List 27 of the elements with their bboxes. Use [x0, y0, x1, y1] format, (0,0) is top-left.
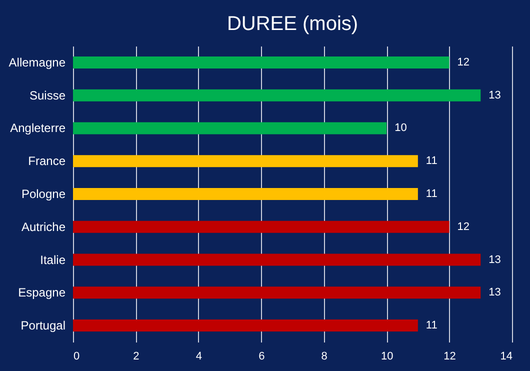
data-label: 11	[426, 188, 438, 200]
x-tick-label: 12	[444, 350, 456, 362]
x-tick-label: 4	[196, 350, 202, 362]
y-tick-label: Italie	[40, 252, 66, 267]
data-label: 12	[457, 56, 470, 68]
data-label: 13	[488, 89, 501, 102]
y-tick-label: Espagne	[18, 286, 66, 300]
data-label: 13	[488, 286, 501, 299]
data-label: 13	[488, 254, 501, 266]
y-tick-label: Angleterre	[10, 121, 66, 136]
x-tick-label: 6	[258, 350, 265, 362]
x-tick-label: 10	[380, 350, 394, 362]
data-label: 11	[426, 320, 438, 332]
y-tick-label: France	[28, 154, 66, 168]
x-tick-label: 14	[500, 350, 512, 362]
x-tick-label: 0	[74, 350, 80, 362]
data-label: 12	[457, 220, 470, 233]
y-tick-label: Allemagne	[8, 55, 66, 70]
y-tick-label: Pologne	[21, 187, 66, 201]
x-tick-label: 8	[321, 350, 328, 362]
y-tick-label: Portugal	[20, 318, 66, 333]
x-tick-label: 2	[133, 350, 140, 362]
data-label: 11	[426, 155, 438, 168]
y-tick-label: Autriche	[21, 220, 66, 234]
y-tick-label: Suisse	[29, 88, 66, 102]
chart-title: DUREE (mois)	[226, 13, 358, 35]
data-label: 10	[394, 122, 407, 134]
